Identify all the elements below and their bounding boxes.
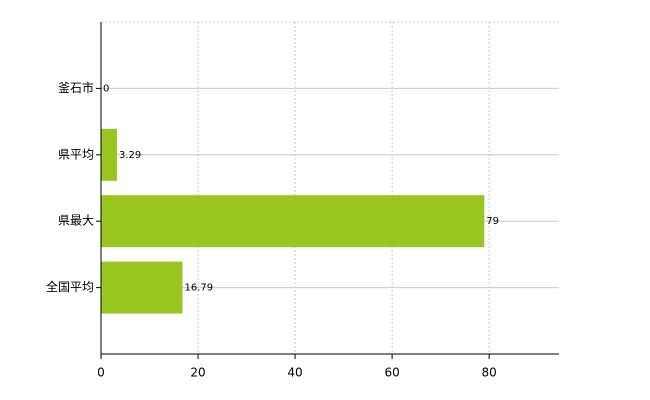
x-tick-label: 80 (481, 366, 496, 380)
value-label: 0 (103, 83, 109, 94)
x-tick-label: 20 (190, 366, 205, 380)
x-tick-label: 60 (384, 366, 399, 380)
x-tick-label: 0 (97, 366, 105, 380)
x-tick-label: 40 (287, 366, 302, 380)
y-tick-label: 釜石市 (58, 80, 94, 95)
bar (101, 195, 485, 248)
y-tick-label: 県平均 (58, 147, 94, 161)
value-label: 16.79 (184, 283, 213, 294)
y-tick-label: 県最大 (58, 214, 94, 228)
value-label: 3.29 (119, 150, 141, 161)
value-label: 79 (486, 216, 499, 227)
bar (101, 261, 183, 314)
bar (101, 128, 117, 181)
y-tick-label: 全国平均 (46, 279, 94, 294)
